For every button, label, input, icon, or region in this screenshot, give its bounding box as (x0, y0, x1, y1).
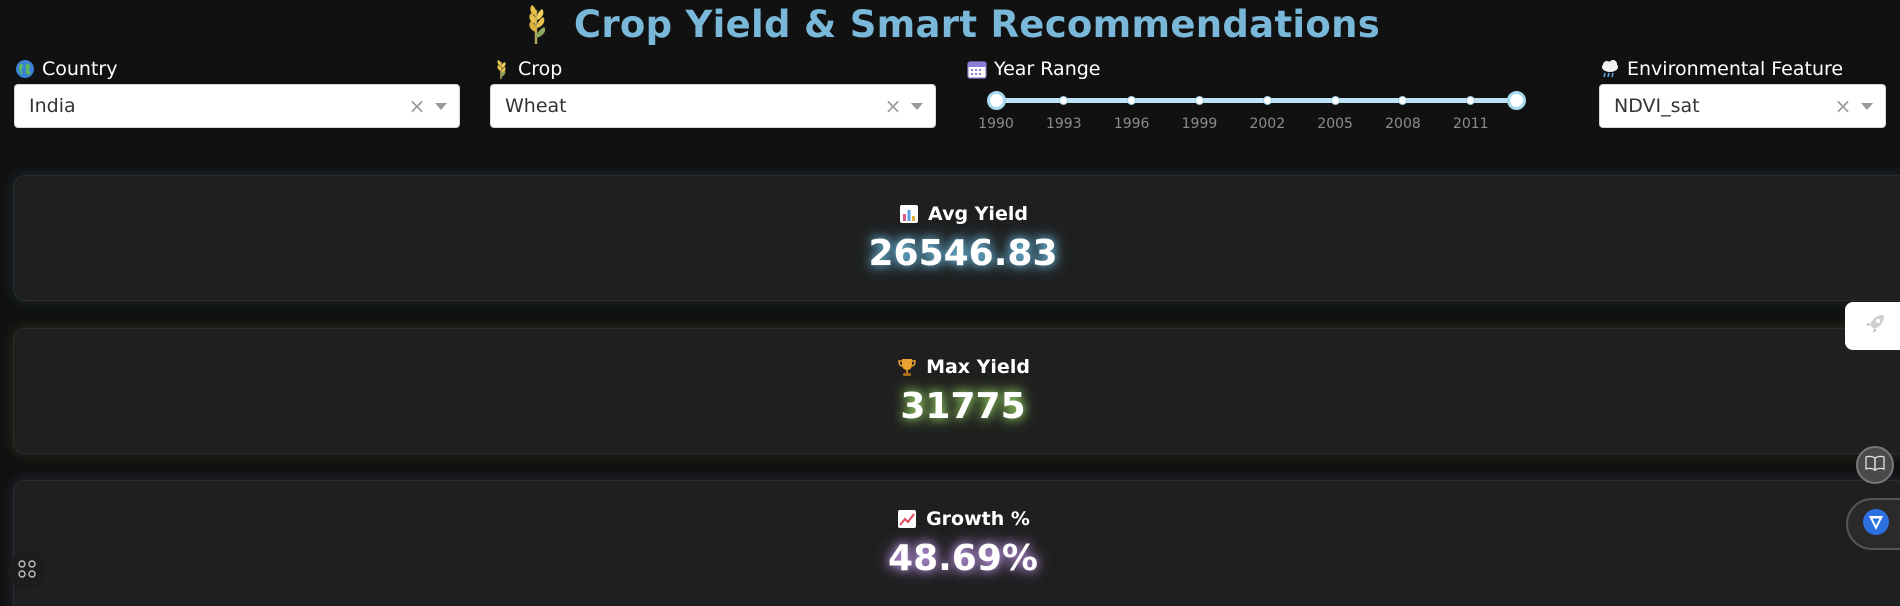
clear-icon[interactable]: × (1834, 94, 1852, 118)
slider-tick-label: 2005 (1317, 116, 1353, 132)
chevron-down-icon[interactable] (435, 102, 447, 110)
slider-tick-label: 2011 (1452, 116, 1489, 132)
slider-mark[interactable] (1466, 96, 1476, 105)
max-yield-value: 31775 (900, 385, 1026, 427)
extension-button[interactable] (1846, 498, 1900, 550)
slider-ticks: 1990 1993 1996 1999 2002 2005 2008 2011 (966, 116, 1526, 136)
calendar-icon (966, 58, 988, 80)
book-icon (1865, 455, 1885, 475)
country-dropdown[interactable]: India × (14, 84, 460, 128)
year-range-slider[interactable] (966, 86, 1526, 116)
environmental-feature-label: Environmental Feature (1627, 58, 1844, 80)
slider-tick-label: 1993 (1045, 116, 1082, 132)
slider-start-handle[interactable] (986, 91, 1006, 110)
slider-tick-label: 1999 (1181, 116, 1218, 132)
slider-end-handle[interactable] (1506, 91, 1526, 110)
slider-rail (996, 98, 1526, 103)
slider-tick-label: 1990 (978, 116, 1014, 132)
slider-mark[interactable] (1330, 96, 1340, 105)
wheat-icon (490, 58, 512, 80)
slider-mark[interactable] (1262, 96, 1272, 105)
clear-icon[interactable]: × (408, 94, 426, 118)
trending-up-icon (896, 508, 918, 530)
max-yield-card: Max Yield 31775 (13, 328, 1900, 454)
crop-label: Crop (518, 58, 563, 80)
globe-icon (14, 58, 36, 80)
apps-grid-icon (16, 558, 38, 584)
cloud-rain-icon (1599, 58, 1621, 80)
slider-mark[interactable] (1398, 96, 1408, 105)
chevron-down-icon[interactable] (1861, 102, 1873, 110)
country-value: India (29, 95, 76, 117)
slider-tick-label: 1996 (1113, 116, 1150, 132)
growth-value: 48.69% (888, 537, 1038, 579)
slider-mark[interactable] (1127, 96, 1137, 105)
country-label: Country (42, 58, 118, 80)
slider-mark[interactable] (1059, 96, 1069, 105)
crop-filter: Crop Wheat × (490, 56, 936, 128)
growth-label: Growth % (926, 507, 1030, 530)
year-range-filter: Year Range 1990 1993 1996 1999 2002 2005 2008 2… (966, 56, 1546, 136)
apps-button[interactable] (8, 552, 46, 590)
environmental-feature-filter: Environmental Feature NDVI_sat × (1599, 56, 1886, 128)
clear-icon[interactable]: × (884, 94, 902, 118)
environmental-feature-dropdown[interactable]: NDVI_sat × (1599, 84, 1886, 128)
avg-yield-card: Avg Yield 26546.83 (13, 175, 1900, 301)
slider-mark[interactable] (1194, 96, 1204, 105)
avg-yield-value: 26546.83 (868, 232, 1058, 274)
wheat-icon (520, 2, 554, 46)
environmental-feature-value: NDVI_sat (1614, 95, 1700, 117)
max-yield-label: Max Yield (926, 355, 1030, 378)
page-header: Crop Yield & Smart Recommendations (0, 0, 1900, 48)
slider-tick-label: 2002 (1249, 116, 1286, 132)
v-logo-icon (1861, 507, 1891, 541)
rocket-button[interactable] (1845, 302, 1900, 350)
book-button[interactable] (1856, 446, 1894, 484)
country-filter: Country India × (14, 56, 460, 128)
crop-value: Wheat (505, 95, 567, 117)
page-title: Crop Yield & Smart Recommendations (573, 2, 1381, 46)
growth-card: Growth % 48.69% (13, 480, 1900, 606)
rocket-icon (1862, 311, 1888, 341)
avg-yield-label: Avg Yield (928, 202, 1028, 225)
trophy-icon (896, 356, 918, 378)
slider-tick-label: 2008 (1385, 116, 1421, 132)
bar-chart-icon (898, 203, 920, 225)
crop-dropdown[interactable]: Wheat × (490, 84, 936, 128)
year-range-label: Year Range (994, 58, 1101, 80)
chevron-down-icon[interactable] (911, 102, 923, 110)
